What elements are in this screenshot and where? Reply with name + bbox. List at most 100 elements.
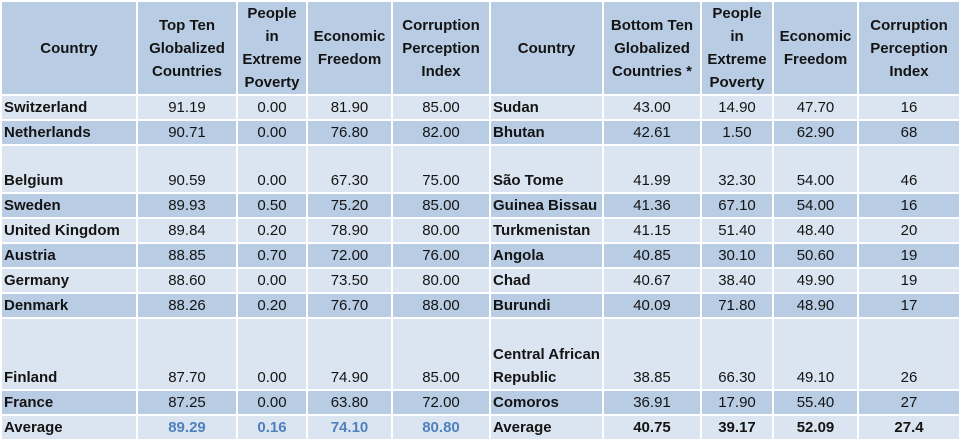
cell: 51.40	[700, 217, 774, 244]
cell: 46	[857, 144, 959, 194]
cell: 41.36	[602, 192, 702, 219]
cell: 40.09	[602, 292, 702, 319]
cell: Central African Republic	[489, 317, 604, 391]
cell: Angola	[489, 242, 604, 269]
cell: 72.00	[391, 389, 491, 416]
table-row: Switzerland 91.19 0.00 81.90 85.00 Sudan…	[0, 94, 959, 121]
average-label: Average	[0, 414, 138, 441]
table-row: Sweden 89.93 0.50 75.20 85.00 Guinea Bis…	[0, 192, 959, 219]
col-header-poverty-2: People in Extreme Poverty	[700, 0, 774, 96]
col-header-freedom: Economic Freedom	[306, 0, 393, 96]
col-header-corruption: Corruption Perception Index	[391, 0, 491, 96]
cell: Guinea Bissau	[489, 192, 604, 219]
table-row: Finland 87.70 0.00 74.90 85.00 Central A…	[0, 317, 959, 391]
col-header-poverty: People in Extreme Poverty	[236, 0, 308, 96]
cell: 87.25	[136, 389, 238, 416]
average-cell: 80.80	[391, 414, 491, 441]
cell: 71.80	[700, 292, 774, 319]
cell: Belgium	[0, 144, 138, 194]
cell: 0.50	[236, 192, 308, 219]
cell: 75.00	[391, 144, 491, 194]
cell: 72.00	[306, 242, 393, 269]
cell: 80.00	[391, 217, 491, 244]
cell: 76.00	[391, 242, 491, 269]
cell: 67.10	[700, 192, 774, 219]
cell: 32.30	[700, 144, 774, 194]
cell: 0.00	[236, 144, 308, 194]
cell: 89.84	[136, 217, 238, 244]
cell: 75.20	[306, 192, 393, 219]
cell: 76.80	[306, 119, 393, 146]
cell: 62.90	[772, 119, 859, 146]
cell: 88.00	[391, 292, 491, 319]
table-row: Austria 88.85 0.70 72.00 76.00 Angola 40…	[0, 242, 959, 269]
cell: 1.50	[700, 119, 774, 146]
cell: Netherlands	[0, 119, 138, 146]
cell: 41.15	[602, 217, 702, 244]
cell: 74.90	[306, 317, 393, 391]
cell: 50.60	[772, 242, 859, 269]
cell: Switzerland	[0, 94, 138, 121]
cell: 80.00	[391, 267, 491, 294]
average-label: Average	[489, 414, 604, 441]
cell: São Tome	[489, 144, 604, 194]
average-cell: 52.09	[772, 414, 859, 441]
average-row: Average 89.29 0.16 74.10 80.80 Average 4…	[0, 414, 959, 441]
table-row: Belgium 90.59 0.00 67.30 75.00 São Tome …	[0, 144, 959, 194]
cell: 0.00	[236, 94, 308, 121]
table-row: Germany 88.60 0.00 73.50 80.00 Chad 40.6…	[0, 267, 959, 294]
cell: 19	[857, 242, 959, 269]
cell: 68	[857, 119, 959, 146]
cell: Bhutan	[489, 119, 604, 146]
cell: 87.70	[136, 317, 238, 391]
average-cell: 39.17	[700, 414, 774, 441]
col-header-top-ten: Top Ten Globalized Countries	[136, 0, 238, 96]
cell: 20	[857, 217, 959, 244]
cell: 42.61	[602, 119, 702, 146]
cell: United Kingdom	[0, 217, 138, 244]
average-cell: 89.29	[136, 414, 238, 441]
cell: 0.20	[236, 217, 308, 244]
cell: Sweden	[0, 192, 138, 219]
cell: 14.90	[700, 94, 774, 121]
cell: Chad	[489, 267, 604, 294]
cell: 66.30	[700, 317, 774, 391]
col-header-country-2: Country	[489, 0, 604, 96]
cell: 90.71	[136, 119, 238, 146]
cell: 85.00	[391, 192, 491, 219]
cell: 17	[857, 292, 959, 319]
average-cell: 27.4	[857, 414, 959, 441]
cell: 63.80	[306, 389, 393, 416]
col-header-country: Country	[0, 0, 138, 96]
cell: Germany	[0, 267, 138, 294]
average-cell: 0.16	[236, 414, 308, 441]
cell: Burundi	[489, 292, 604, 319]
cell: 26	[857, 317, 959, 391]
table-row: Netherlands 90.71 0.00 76.80 82.00 Bhuta…	[0, 119, 959, 146]
cell: 41.99	[602, 144, 702, 194]
cell: 40.67	[602, 267, 702, 294]
cell: 90.59	[136, 144, 238, 194]
cell: 27	[857, 389, 959, 416]
cell: 19	[857, 267, 959, 294]
cell: 49.10	[772, 317, 859, 391]
cell: 0.20	[236, 292, 308, 319]
cell: 30.10	[700, 242, 774, 269]
cell: Austria	[0, 242, 138, 269]
cell: 0.00	[236, 119, 308, 146]
cell: 78.90	[306, 217, 393, 244]
cell: Sudan	[489, 94, 604, 121]
cell: 88.85	[136, 242, 238, 269]
table-row: United Kingdom 89.84 0.20 78.90 80.00 Tu…	[0, 217, 959, 244]
average-cell: 74.10	[306, 414, 393, 441]
cell: 0.00	[236, 317, 308, 391]
cell: 47.70	[772, 94, 859, 121]
col-header-freedom-2: Economic Freedom	[772, 0, 859, 96]
table-row: France 87.25 0.00 63.80 72.00 Comoros 36…	[0, 389, 959, 416]
cell: Denmark	[0, 292, 138, 319]
cell: 36.91	[602, 389, 702, 416]
cell: 55.40	[772, 389, 859, 416]
table-row: Denmark 88.26 0.20 76.70 88.00 Burundi 4…	[0, 292, 959, 319]
cell: Comoros	[489, 389, 604, 416]
col-header-corruption-2: Corruption Perception Index	[857, 0, 959, 96]
